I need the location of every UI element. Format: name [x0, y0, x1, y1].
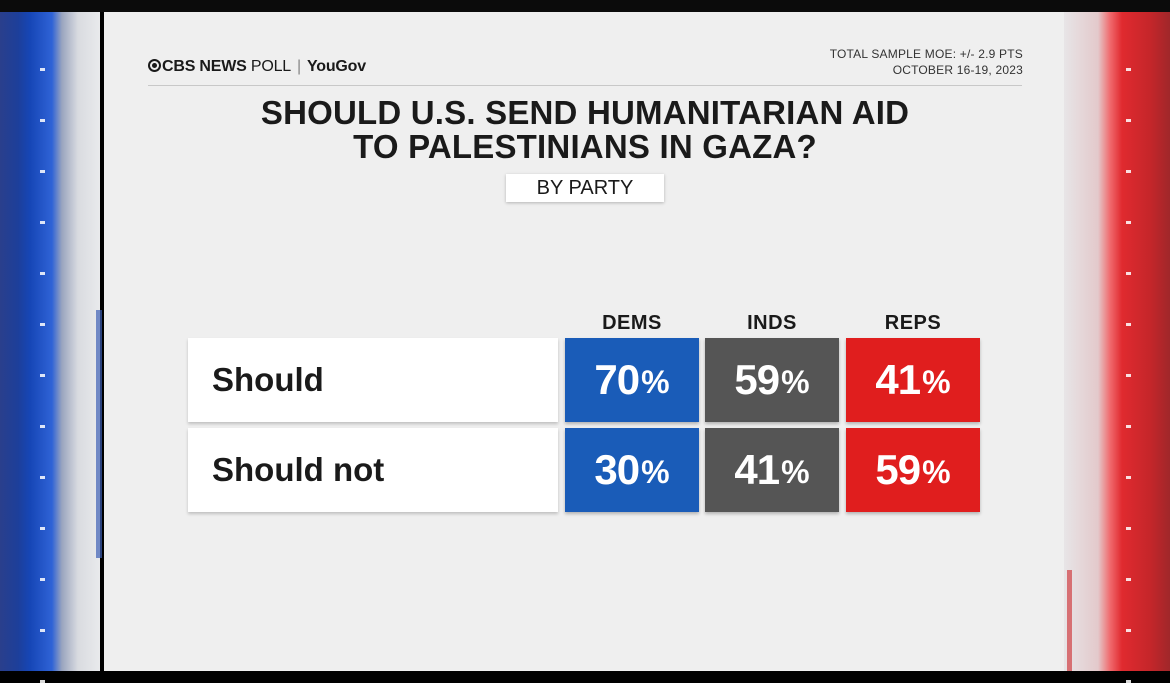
title-line-2: TO PALESTINIANS IN GAZA?: [353, 128, 817, 165]
value-cell-inds-should: 59%: [705, 338, 839, 422]
left-stripe-dash: [40, 527, 45, 530]
title-line-1: SHOULD U.S. SEND HUMANITARIAN AID: [260, 94, 910, 131]
right-stripe-dash: [1126, 374, 1131, 377]
right-stripe-dash: [1126, 272, 1131, 275]
left-stripe-dash: [40, 272, 45, 275]
top-bar: [0, 0, 1170, 12]
subtitle-badge: BY PARTY: [506, 174, 664, 202]
cbs-eye-icon: [148, 59, 161, 72]
row-label-should: Should: [188, 338, 558, 422]
value-cell-reps-should-not: 59%: [846, 428, 980, 512]
percent-sign: %: [922, 453, 951, 490]
value-cell-reps-should: 41%: [846, 338, 980, 422]
right-stripe-dash: [1126, 221, 1131, 224]
cbs-news-poll-logo: CBS NEWS POLL | YouGov: [148, 58, 366, 76]
right-stripe-dash: [1126, 476, 1131, 479]
left-stripe-dash: [40, 323, 45, 326]
row-label-should-not: Should not: [188, 428, 558, 512]
column-header-reps: REPS: [884, 312, 942, 334]
value-number: 41: [734, 446, 780, 493]
right-stripe-dash: [1126, 68, 1131, 71]
right-stripe-dash: [1126, 170, 1131, 173]
value-number: 41: [875, 356, 921, 403]
left-stripe-dash: [40, 68, 45, 71]
moe-text: TOTAL SAMPLE MOE: +/- 2.9 PTS: [829, 47, 1023, 61]
column-header-dems: DEMS: [602, 312, 662, 334]
right-stripe-dash: [1126, 578, 1131, 581]
value-number: 30: [594, 446, 640, 493]
right-stripe-dash: [1126, 425, 1131, 428]
percent-sign: %: [781, 363, 810, 400]
right-red-stripe: [1060, 12, 1170, 671]
header-divider: [148, 85, 1022, 86]
right-stripe-dash: [1126, 527, 1131, 530]
right-stripe-dash: [1126, 323, 1131, 326]
poll-dates: OCTOBER 16-19, 2023: [892, 63, 1023, 77]
logo-separator: |: [297, 58, 301, 75]
left-blue-stripe: [0, 12, 100, 671]
value-cell-dems-should: 70%: [565, 338, 699, 422]
logo-cbs-text: CBS NEWS: [162, 58, 247, 75]
value-number: 70: [594, 356, 640, 403]
left-stripe-dash: [40, 578, 45, 581]
right-accent: [1067, 570, 1072, 671]
left-stripe-dash: [40, 374, 45, 377]
column-header-inds: INDS: [747, 312, 797, 334]
percent-sign: %: [641, 453, 670, 490]
left-accent: [96, 310, 102, 558]
value-cell-inds-should-not: 41%: [705, 428, 839, 512]
left-stripe-dash: [40, 476, 45, 479]
value-number: 59: [734, 356, 780, 403]
value-number: 59: [875, 446, 921, 493]
sample-info: TOTAL SAMPLE MOE: +/- 2.9 PTS OCTOBER 16…: [830, 46, 1023, 78]
left-stripe-dash: [40, 629, 45, 632]
value-cell-dems-should-not: 30%: [565, 428, 699, 512]
percent-sign: %: [922, 363, 951, 400]
percent-sign: %: [781, 453, 810, 490]
logo-poll-text: POLL: [250, 58, 292, 75]
left-stripe-dash: [40, 119, 45, 122]
right-stripe-dash: [1126, 629, 1131, 632]
left-stripe-dash: [40, 170, 45, 173]
chart-title: SHOULD U.S. SEND HUMANITARIAN AID TO PAL…: [150, 96, 1020, 164]
right-stripe-dash: [1126, 119, 1131, 122]
left-stripe-dash: [40, 425, 45, 428]
logo-yougov-text: YouGov: [306, 58, 366, 75]
percent-sign: %: [641, 363, 670, 400]
left-stripe-dash: [40, 221, 45, 224]
